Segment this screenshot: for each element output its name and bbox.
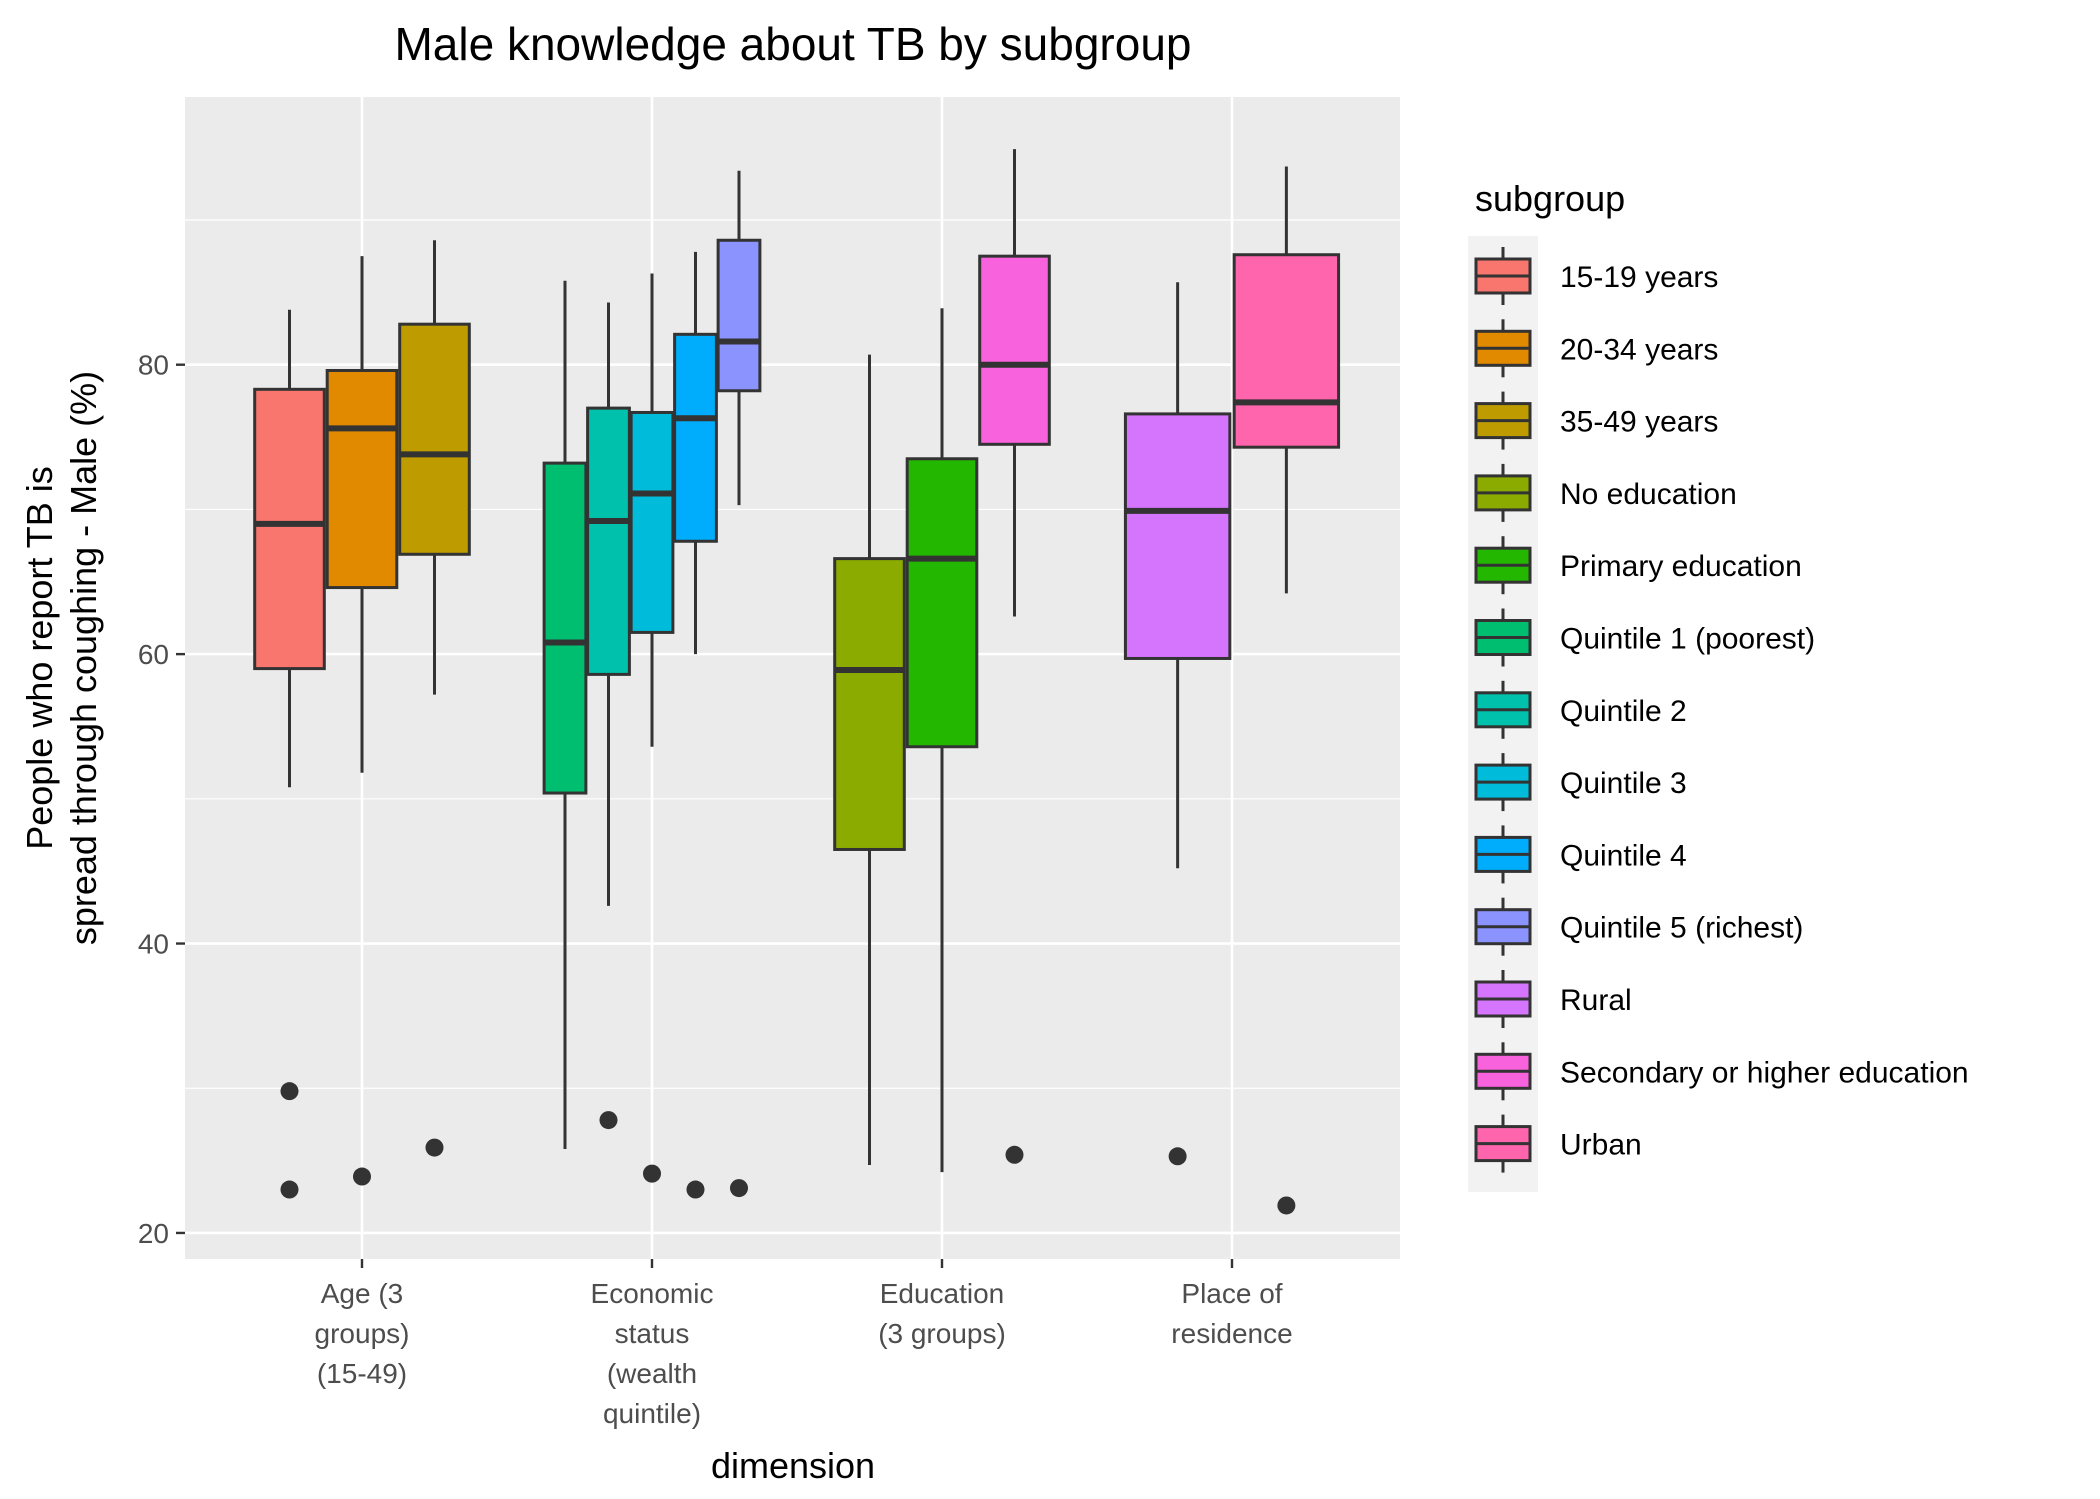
legend-label: Primary education <box>1560 550 1802 583</box>
y-axis-title: People who report TB isspread through co… <box>19 371 104 945</box>
plot-panel <box>185 97 1400 1259</box>
x-tick-label: Economic status (wealth quintile) <box>591 1278 714 1429</box>
outlier-point <box>1005 1145 1024 1164</box>
outlier-point <box>686 1180 705 1199</box>
box-quintile-2 <box>586 302 631 1130</box>
outlier-point <box>643 1164 661 1183</box>
legend-label: No education <box>1560 478 1737 511</box>
box-urban <box>1232 166 1341 1215</box>
legend-label: Quintile 3 <box>1560 767 1687 800</box>
box-quintile-1-poorest- <box>542 280 588 1150</box>
box-iqr <box>586 406 631 676</box>
y-axis-title-text: People who report TB isspread through co… <box>19 371 104 945</box>
box-iqr <box>629 410 675 634</box>
legend-label: 35-49 years <box>1560 406 1718 439</box>
outlier-point <box>730 1179 748 1198</box>
y-tick-label: 40 <box>138 929 169 960</box>
box-quintile-4 <box>673 251 718 1199</box>
outlier-point <box>280 1082 299 1101</box>
legend-item: Quintile 2 <box>1474 680 1687 739</box>
outlier-point <box>599 1111 618 1130</box>
chart-title: Male knowledge about TB by subgroup <box>394 18 1191 70</box>
y-tick-label: 60 <box>138 639 169 670</box>
y-axis: 20 40 60 80 <box>138 350 185 1249</box>
box-iqr <box>905 457 979 749</box>
box-primary-education <box>905 308 979 1173</box>
box-secondary-or-higher-education <box>978 149 1051 1164</box>
box-iqr <box>978 254 1051 446</box>
outlier-point <box>1168 1147 1187 1166</box>
box-rural <box>1123 282 1232 1166</box>
box-iqr <box>325 368 399 590</box>
legend-item: 35-49 years <box>1474 391 1718 450</box>
box-quintile-5-richest- <box>716 170 762 1198</box>
legend-item: Secondary or higher education <box>1474 1042 1969 1101</box>
x-axis: Age (3 groups) (15-49) Economic status (wealt… <box>315 1259 1293 1429</box>
box-20-34-years <box>325 256 399 1186</box>
outlier-point <box>1277 1196 1296 1215</box>
legend-label: Quintile 1 (poorest) <box>1560 623 1815 656</box>
legend-label: 20-34 years <box>1560 333 1718 366</box>
legend-item: No education <box>1474 463 1737 522</box>
y-tick-label: 80 <box>138 350 169 381</box>
outlier-point <box>425 1138 444 1157</box>
legend-label: Quintile 5 (richest) <box>1560 912 1803 945</box>
legend-item: Quintile 5 (richest) <box>1474 897 1803 956</box>
box-iqr <box>716 238 762 393</box>
legend-item: 20-34 years <box>1474 319 1718 378</box>
boxes <box>253 149 1341 1215</box>
legend-label: Secondary or higher education <box>1560 1056 1969 1089</box>
legend-item: Primary education <box>1474 536 1802 595</box>
legend-title: subgroup <box>1475 178 1625 219</box>
outlier-point <box>353 1167 371 1186</box>
outlier-point <box>280 1180 299 1199</box>
legend-label: 15-19 years <box>1560 261 1718 294</box>
legend-item: Quintile 4 <box>1474 825 1687 884</box>
legend-label: Urban <box>1560 1129 1642 1162</box>
box-iqr <box>833 557 906 851</box>
box-iqr <box>253 387 326 671</box>
x-tick-label: Education (3 groups) <box>878 1278 1006 1349</box>
legend: subgroup 15-19 years 20-34 years 35-49 yea… <box>1468 178 1969 1192</box>
legend-label: Rural <box>1560 984 1632 1017</box>
box-iqr <box>542 461 588 795</box>
legend-label: Quintile 2 <box>1560 695 1687 728</box>
box-15-19-years <box>253 309 326 1199</box>
legend-item: Quintile 3 <box>1474 753 1687 812</box>
x-tick-label: Age (3 groups) (15-49) <box>315 1278 410 1389</box>
x-tick-label: Place of residence <box>1171 1278 1292 1349</box>
x-axis-title: dimension <box>711 1445 875 1486</box>
box-iqr <box>1123 412 1232 660</box>
legend-item: Urban <box>1474 1114 1642 1173</box>
legend-item: 15-19 years <box>1474 247 1718 305</box>
box-no-education <box>833 354 906 1165</box>
box-iqr <box>398 322 471 556</box>
legend-item: Rural <box>1474 970 1632 1028</box>
box-quintile-3 <box>629 273 675 1183</box>
legend-item: Quintile 1 (poorest) <box>1474 608 1815 667</box>
box-35-49-years <box>398 240 471 1157</box>
y-tick-label: 20 <box>138 1218 169 1249</box>
box-iqr <box>1232 253 1341 449</box>
legend-label: Quintile 4 <box>1560 839 1687 872</box>
box-iqr <box>673 332 718 543</box>
